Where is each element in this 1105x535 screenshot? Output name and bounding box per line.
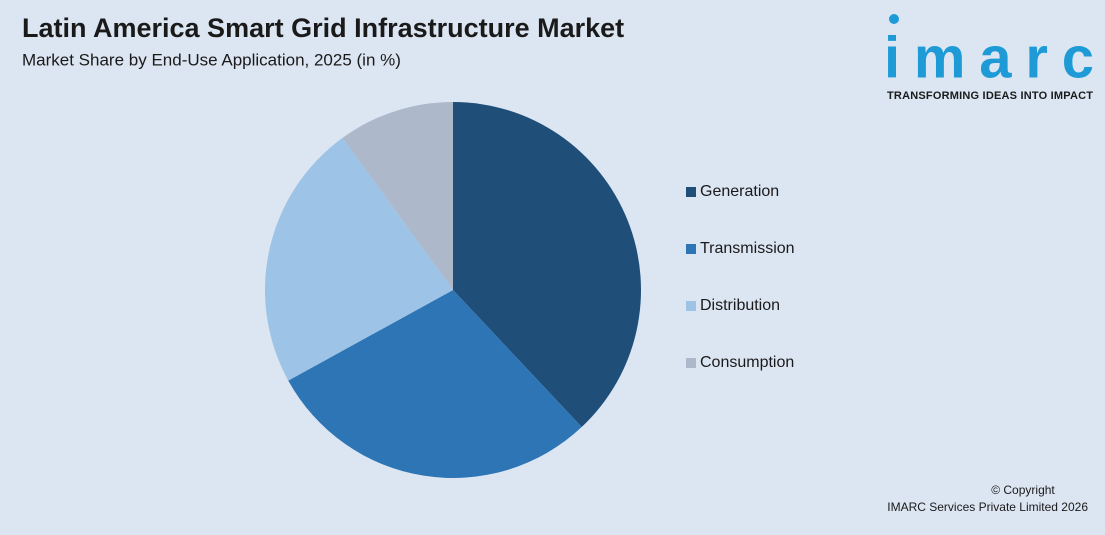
logo: imarc xyxy=(884,25,1094,90)
pie-slice xyxy=(342,102,453,290)
logo-dot xyxy=(889,14,899,24)
company: IMARC Services Private Limited 2026 xyxy=(887,500,1088,514)
chart-subtitle: Market Share by End-Use Application, 202… xyxy=(22,50,401,69)
tagline: TRANSFORMING IDEAS INTO IMPACT xyxy=(887,90,1093,102)
copyright: © Copyright xyxy=(991,483,1055,497)
legend-label: Transmission xyxy=(700,240,795,257)
legend-swatch xyxy=(686,358,696,368)
pie-slice xyxy=(288,290,582,479)
legend-swatch xyxy=(686,244,696,254)
legend-swatch xyxy=(686,187,696,197)
legend-swatch xyxy=(686,301,696,311)
legend-label: Generation xyxy=(700,183,779,200)
pie-slice xyxy=(265,137,453,381)
legend-label: Distribution xyxy=(700,297,780,314)
pie-slice xyxy=(453,102,641,428)
chart-title: Latin America Smart Grid Infrastructure … xyxy=(22,13,624,43)
legend-label: Consumption xyxy=(700,354,794,371)
